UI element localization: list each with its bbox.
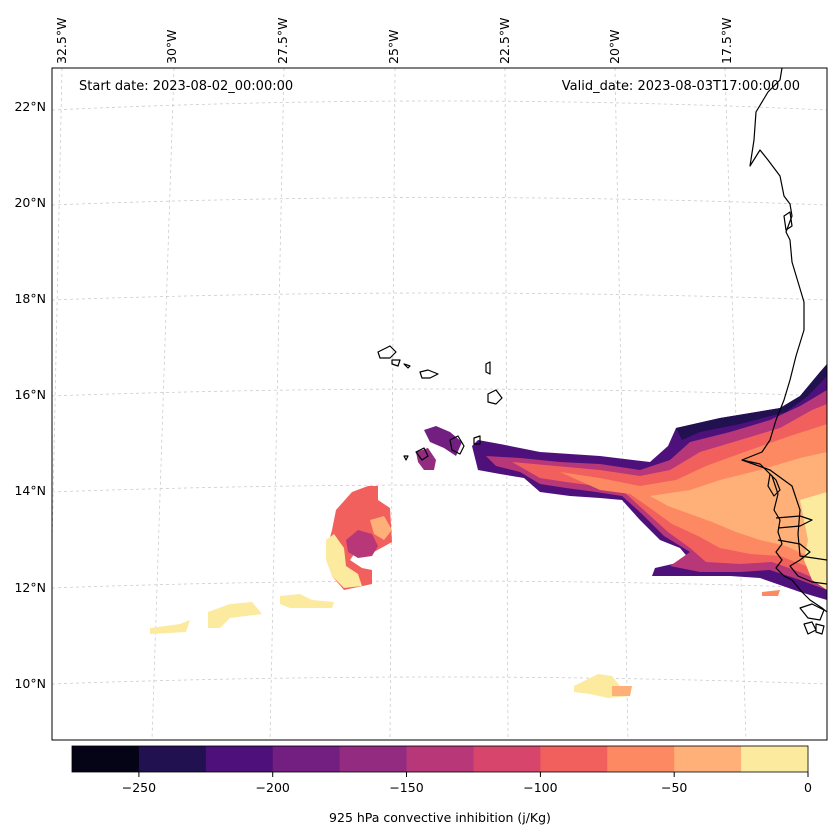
cin-ring-pale	[370, 516, 392, 540]
colorbar-swatch	[272, 746, 341, 772]
lat-label: 10°N	[14, 676, 46, 691]
colorbar-swatch	[406, 746, 474, 772]
lat-label: 16°N	[14, 387, 46, 402]
lon-labels: 32.5°W 30°W 27.5°W 25°W 22.5°W 20°W 17.5…	[54, 18, 734, 64]
cin-patch-sw-c	[280, 594, 334, 608]
cin-band-east-dark	[676, 364, 827, 440]
valid-date-text: Valid_date: 2023-08-03T17:00:00.00	[562, 79, 800, 94]
lat-label: 12°N	[14, 580, 46, 595]
map-frame	[52, 68, 827, 740]
cin-contours	[150, 364, 827, 698]
cin-patch-sw-b	[208, 602, 262, 628]
colorbar-tick-label: −50	[661, 780, 687, 795]
lon-label: 25°W	[386, 29, 401, 64]
cape-verde-islands	[377, 345, 503, 461]
colorbar-tick-label: −100	[523, 780, 557, 795]
western-sahara-islet	[783, 211, 793, 231]
colorbar-tick-label: 0	[804, 780, 812, 795]
colorbar-label: 925 hPa convective inhibition (j/Kg)	[329, 810, 551, 825]
lat-label: 18°N	[14, 291, 46, 306]
colorbar	[72, 746, 809, 772]
cin-patch-islands-a	[424, 426, 462, 456]
colorbar-tick-label: −150	[389, 780, 423, 795]
colorbar-tick-label: −250	[122, 780, 156, 795]
colorbar-swatch	[607, 746, 675, 772]
cin-ring-light	[326, 534, 362, 588]
lon-label: 27.5°W	[275, 18, 290, 64]
lon-label: 22.5°W	[497, 18, 512, 64]
colorbar-ticks: −250 −200 −150 −100 −50 0	[122, 772, 812, 795]
cin-patch-sw-a	[150, 620, 190, 634]
cin-coast-near-zero	[800, 492, 827, 590]
lon-label: 32.5°W	[54, 18, 69, 64]
lon-label: 17.5°W	[719, 18, 734, 64]
start-date-text: Start date: 2023-08-02_00:00:00	[79, 79, 293, 94]
lat-label: 20°N	[14, 195, 46, 210]
graticule	[52, 68, 827, 740]
africa-coastline	[741, 68, 827, 613]
lat-labels: 22°N 20°N 18°N 16°N 14°N 12°N 10°N	[14, 99, 46, 691]
cin-patch-south-rim	[612, 686, 632, 696]
colorbar-swatch	[674, 746, 742, 772]
colorbar-swatch	[339, 746, 408, 772]
dakar-peninsula	[767, 473, 781, 497]
bijagos-islands	[799, 603, 825, 635]
lat-label: 14°N	[14, 483, 46, 498]
coastlines	[741, 68, 827, 635]
lon-label: 20°W	[607, 29, 622, 64]
lon-label: 30°W	[164, 29, 179, 64]
colorbar-swatch	[473, 746, 541, 772]
lat-label: 22°N	[14, 99, 46, 114]
colorbar-swatch	[72, 746, 140, 772]
guinea-bissau-border	[777, 539, 827, 585]
colorbar-tick-label: −200	[256, 780, 290, 795]
colorbar-swatch	[205, 746, 274, 772]
senegal-border	[741, 459, 827, 561]
cin-patch-coast-se	[762, 590, 780, 596]
cin-band-east-pale	[650, 452, 827, 568]
colorbar-swatch	[138, 746, 207, 772]
colorbar-frame	[71, 745, 809, 773]
cin-patch-islands-b	[416, 448, 436, 470]
colorbar-swatch	[540, 746, 608, 772]
colorbar-swatch	[741, 746, 809, 772]
cin-ring-inner	[346, 530, 378, 558]
gambia-border	[775, 515, 813, 529]
